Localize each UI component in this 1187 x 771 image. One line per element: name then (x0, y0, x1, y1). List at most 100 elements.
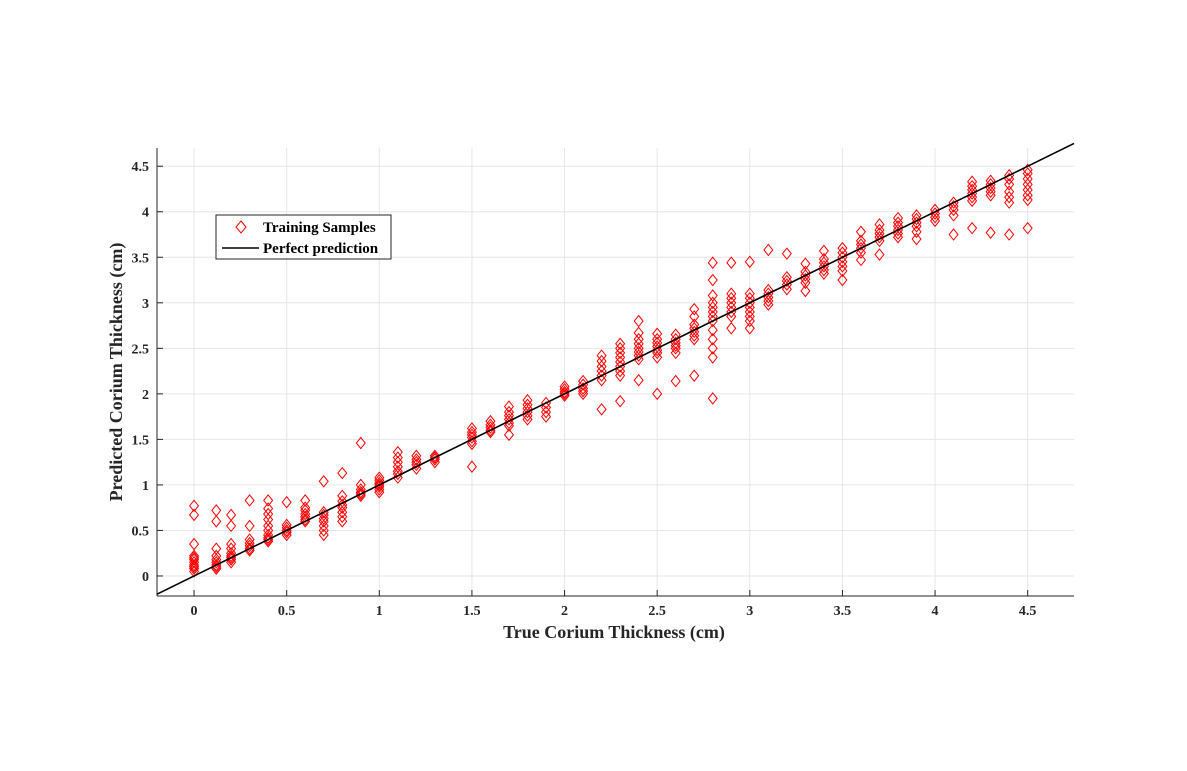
sample-point (522, 413, 533, 426)
sample-point (244, 539, 255, 553)
sample-point (189, 565, 200, 578)
sample-point (540, 405, 552, 419)
sample-point (652, 332, 663, 346)
sample-point (874, 218, 885, 231)
sample-point (855, 234, 867, 248)
sample-point (522, 393, 533, 407)
sample-point (281, 525, 292, 539)
legend-box (215, 214, 392, 260)
sample-point (1022, 178, 1033, 191)
sample-point (670, 374, 681, 388)
sample-point (726, 291, 737, 305)
sample-point (726, 301, 737, 314)
sample-point (837, 273, 848, 287)
sample-point (652, 327, 663, 341)
sample-point (226, 549, 237, 563)
sample-point (374, 476, 385, 490)
sample-point (226, 508, 237, 522)
sample-point (244, 544, 255, 557)
sample-point (337, 510, 348, 524)
sample-point (670, 346, 681, 360)
sample-point (226, 542, 237, 555)
sample-point (744, 305, 755, 319)
y-tick-label: 2 (142, 388, 149, 403)
sample-point (596, 373, 607, 387)
sample-point (226, 537, 237, 551)
sample-point (392, 467, 403, 481)
sample-point (318, 474, 329, 488)
sample-point (892, 216, 904, 229)
sample-point (578, 387, 589, 401)
grid-lines (157, 148, 1074, 596)
y-tick-label: 2.5 (132, 342, 150, 357)
sample-point (726, 310, 737, 323)
sample-point (744, 310, 755, 323)
sample-point (485, 425, 496, 439)
sample-point (411, 455, 422, 469)
y-tick-label: 1 (142, 479, 149, 494)
sample-point (374, 485, 385, 499)
sample-point (874, 248, 885, 261)
sample-point (318, 519, 329, 533)
sample-point (615, 364, 626, 378)
sample-point (1022, 193, 1033, 207)
sample-point (837, 246, 848, 260)
sample-point (837, 264, 848, 278)
sample-point (744, 291, 755, 305)
sample-point (633, 332, 644, 346)
sample-point (374, 471, 385, 484)
sample-point (633, 314, 644, 328)
sample-point (615, 355, 626, 369)
sample-point (726, 256, 737, 270)
sample-point (948, 209, 959, 222)
sample-point (892, 230, 904, 244)
x-tick-label: 1 (376, 604, 383, 619)
sample-point (263, 524, 274, 537)
sample-point (967, 179, 978, 193)
x-tick-label: 3.5 (834, 604, 852, 619)
sample-point (337, 515, 348, 528)
sample-point (596, 349, 607, 362)
sample-point (874, 223, 885, 237)
sample-point (1004, 178, 1015, 191)
sample-point (744, 321, 755, 335)
sample-point (411, 458, 422, 472)
sample-point (911, 225, 922, 239)
sample-point (911, 232, 922, 246)
sample-point (707, 323, 718, 337)
x-tick-label: 4.5 (1019, 604, 1037, 619)
sample-point (263, 519, 274, 533)
sample-point (726, 296, 737, 310)
sample-point (281, 528, 292, 542)
sample-point (670, 339, 681, 352)
sample-point (707, 301, 718, 314)
sample-point (355, 483, 366, 496)
sample-point (429, 449, 440, 463)
sample-point (318, 515, 329, 528)
sample-point (374, 483, 385, 496)
sample-point (226, 546, 237, 560)
sample-point (837, 241, 848, 255)
sample-point (503, 400, 515, 413)
sample-point (522, 398, 533, 412)
sample-point (263, 507, 274, 521)
perfect-prediction-line (156, 142, 1075, 595)
y-axis-ticks: 0 0.5 1 1.5 2 2.5 3 3.5 4 4.5 (132, 160, 163, 585)
y-tick-label: 0 (142, 570, 149, 585)
sample-point (503, 428, 515, 442)
sample-point (466, 428, 477, 442)
sample-point (189, 537, 200, 551)
sample-point (355, 436, 366, 450)
sample-point (540, 401, 552, 414)
sample-point (633, 373, 644, 387)
y-tick-label: 1.5 (132, 433, 150, 448)
y-tick-label: 4 (142, 206, 149, 221)
sample-point (578, 374, 589, 388)
sample-points (189, 163, 1033, 578)
sample-point (818, 252, 829, 266)
sample-point (211, 556, 222, 569)
legend-label-perfect: Perfect prediction (263, 241, 379, 257)
sample-point (633, 337, 644, 351)
sample-point (300, 510, 311, 524)
sample-point (1004, 196, 1015, 209)
